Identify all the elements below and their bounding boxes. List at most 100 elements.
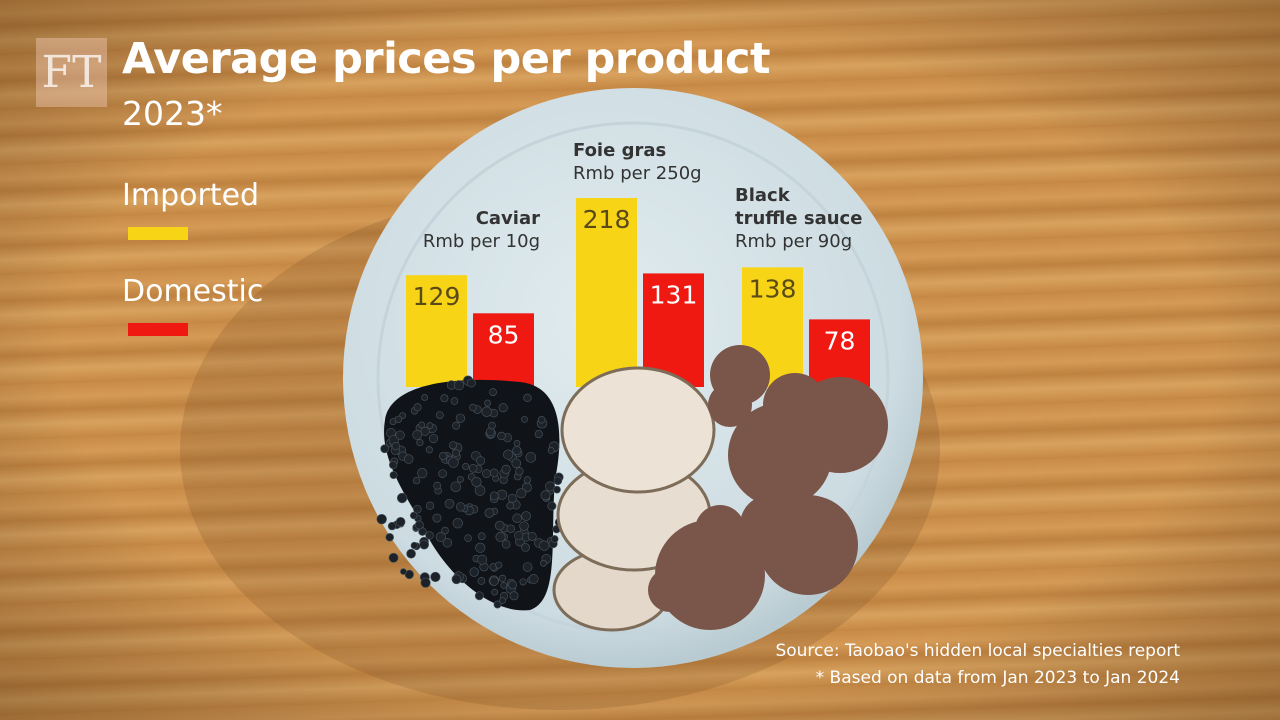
roe <box>376 513 387 525</box>
roe <box>519 578 527 586</box>
legend-label: Domestic <box>122 274 264 309</box>
roe <box>488 421 496 430</box>
roe <box>491 588 498 596</box>
legend-swatch <box>128 227 188 240</box>
roe <box>521 415 528 423</box>
roe <box>450 481 462 492</box>
roe <box>527 531 537 541</box>
roe <box>389 471 398 480</box>
roe <box>426 422 434 429</box>
roe <box>452 421 461 430</box>
value-label: 129 <box>413 282 461 311</box>
roe <box>391 442 400 451</box>
category-label: Black truffle sauce Rmb per 90g <box>735 184 862 253</box>
roe <box>547 447 555 454</box>
category-unit: Rmb per 90g <box>735 231 853 252</box>
roe <box>540 490 551 501</box>
roe <box>489 468 499 478</box>
roe <box>409 511 418 520</box>
legend-label: Imported <box>122 178 260 213</box>
roe <box>474 591 484 601</box>
roe <box>534 430 543 439</box>
roe <box>444 498 455 509</box>
roe <box>404 454 414 464</box>
category-name: Foie gras <box>573 140 667 161</box>
roe <box>418 421 426 429</box>
roe <box>471 476 482 487</box>
roe <box>474 485 486 496</box>
legend-swatch <box>128 323 188 336</box>
value-label: 131 <box>650 280 698 309</box>
roe <box>467 378 476 388</box>
roe <box>430 571 441 583</box>
roe <box>497 489 508 500</box>
roe <box>497 431 506 441</box>
roe <box>493 600 502 609</box>
roe <box>395 517 406 527</box>
value-label: 78 <box>824 326 856 355</box>
roe <box>495 531 506 542</box>
roe <box>477 554 488 565</box>
roe <box>545 481 556 492</box>
value-label: 85 <box>488 320 520 349</box>
roe <box>525 452 537 463</box>
roe <box>513 440 521 447</box>
roe <box>450 397 459 405</box>
roe <box>507 493 517 503</box>
roe <box>469 403 477 412</box>
roe <box>528 574 539 584</box>
category-label: Caviar Rmb per 10g <box>423 207 540 253</box>
roe <box>387 521 397 531</box>
bar <box>473 313 534 387</box>
roe <box>429 434 439 444</box>
roe <box>511 458 522 469</box>
roe <box>547 501 557 511</box>
roe <box>406 548 416 559</box>
roe <box>412 476 421 485</box>
roe <box>396 492 408 504</box>
roe <box>432 513 442 523</box>
ft-logo: FT <box>36 38 107 107</box>
value-label: 138 <box>749 274 797 303</box>
roe <box>476 456 486 466</box>
roe <box>464 534 472 542</box>
roe <box>521 511 531 521</box>
roe <box>419 539 429 550</box>
roe <box>477 577 486 585</box>
roe <box>512 513 522 523</box>
roe <box>553 476 563 486</box>
roe <box>448 457 459 468</box>
roe <box>514 530 524 540</box>
roe <box>523 393 532 402</box>
food <box>376 345 888 632</box>
roe <box>506 501 514 510</box>
roe <box>395 430 405 440</box>
roe <box>435 532 446 543</box>
roe <box>498 574 507 583</box>
roe <box>468 463 478 473</box>
roe <box>494 520 505 531</box>
roe <box>435 411 444 419</box>
roe <box>509 591 519 601</box>
category-unit: Rmb per 250g <box>573 163 702 184</box>
roe <box>498 403 508 413</box>
roe <box>413 403 422 412</box>
roe <box>477 532 486 541</box>
roe <box>489 491 499 501</box>
roe <box>523 476 532 484</box>
roe <box>553 485 561 494</box>
roe <box>433 481 442 490</box>
roe <box>456 476 464 483</box>
roe <box>462 462 470 470</box>
roe <box>416 439 424 447</box>
roe <box>500 582 508 589</box>
roe <box>503 449 514 460</box>
roe <box>519 521 529 531</box>
bar <box>576 197 637 387</box>
roe <box>451 574 462 585</box>
roe <box>481 406 492 417</box>
roe <box>501 464 511 474</box>
roe <box>441 526 449 535</box>
source: Source: Taobao's hidden local specialtie… <box>775 641 1180 661</box>
